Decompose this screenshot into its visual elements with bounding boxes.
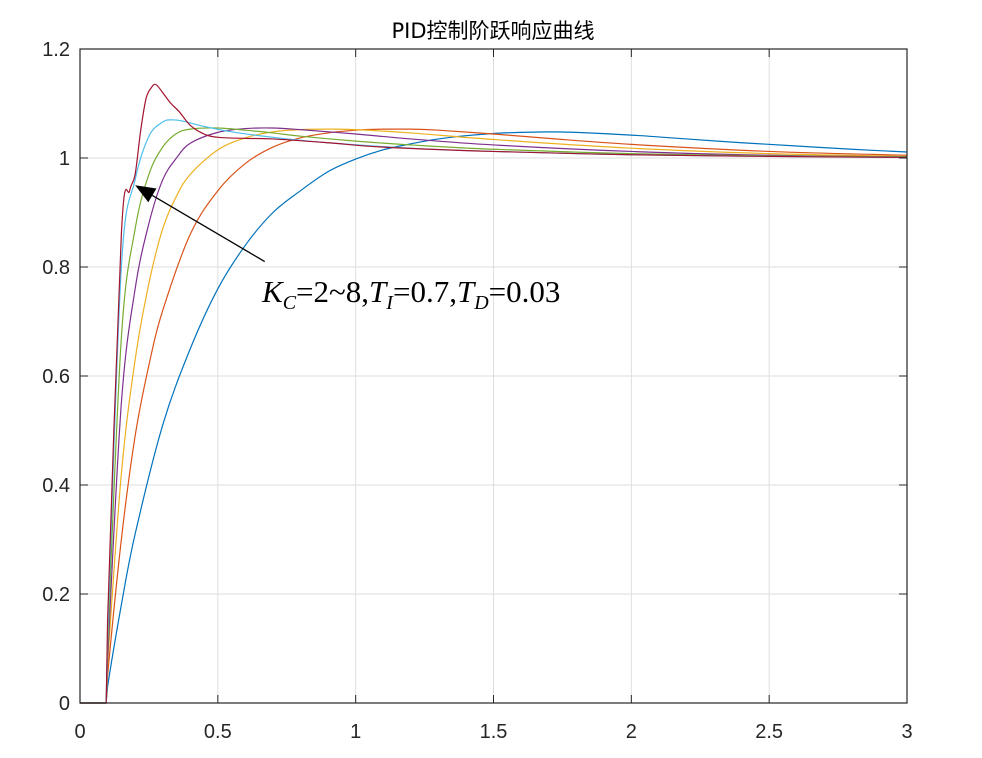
x-axis: 0 0.5 1 1.5 2 2.5 3 (74, 49, 913, 743)
x-tick-label: 0.5 (204, 721, 232, 743)
y-tick-label: 1.2 (42, 39, 70, 61)
series-line-7 (80, 83, 908, 704)
y-tick-label: 0.6 (42, 366, 70, 388)
series-line-3 (80, 128, 908, 704)
y-axis: 0 0.2 0.4 0.6 0.8 1 1.2 (42, 39, 907, 715)
annotation-arrow-line (152, 194, 266, 263)
series-line-5 (80, 127, 908, 704)
annotation-arrow-head (135, 185, 157, 203)
x-tick-label: 3 (901, 721, 912, 743)
x-tick-label: 2 (626, 721, 637, 743)
x-tick-label: 2.5 (755, 721, 783, 743)
series-line-4 (80, 127, 908, 704)
y-tick-label: 1 (59, 148, 70, 170)
annotation-i-subscript: I (385, 292, 394, 314)
x-tick-label: 1.5 (480, 721, 508, 743)
annotation-ti-value: =0.7, (393, 274, 457, 309)
annotation-td-value: =0.03 (489, 274, 561, 309)
y-tick-label: 0.2 (42, 584, 70, 606)
annotation: KC=2~8,TI=0.7,TD=0.03 (135, 185, 560, 314)
y-tick-label: 0.4 (42, 475, 70, 497)
x-tick-label: 1 (350, 721, 361, 743)
x-tick-label: 0 (74, 721, 85, 743)
annotation-d-subscript: D (473, 292, 489, 314)
y-tick-label: 0.8 (42, 257, 70, 279)
y-tick-label: 0 (59, 693, 70, 715)
chart-title: PID控制阶跃响应曲线 (391, 19, 594, 43)
annotation-c-subscript: C (283, 292, 297, 314)
annotation-t1: T (369, 274, 389, 309)
annotation-text: KC=2~8,TI=0.7,TD=0.03 (261, 274, 560, 314)
annotation-k: K (261, 274, 285, 309)
annotation-kc-range: =2~8, (296, 274, 369, 309)
annotation-t2: T (457, 274, 477, 309)
series-layer (80, 83, 908, 704)
series-line-2 (80, 128, 908, 704)
